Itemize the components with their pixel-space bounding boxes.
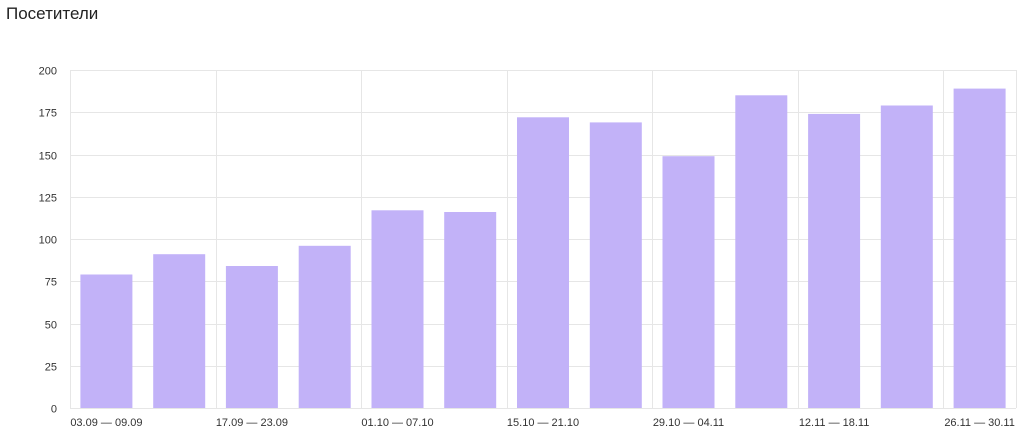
- y-tick-label: 50: [45, 320, 57, 332]
- bar[interactable]: [589, 122, 642, 409]
- y-tick-label: 0: [51, 404, 57, 416]
- bar[interactable]: [298, 245, 351, 408]
- x-tick-label: 01.10 — 07.10: [361, 417, 433, 429]
- bar[interactable]: [953, 88, 1006, 408]
- bar[interactable]: [153, 254, 206, 408]
- bar[interactable]: [662, 156, 715, 408]
- y-tick-label: 200: [39, 66, 57, 78]
- x-tick-label: 03.09 — 09.09: [70, 417, 142, 429]
- bar[interactable]: [371, 210, 424, 408]
- y-axis-ticks: 0 25 50 75 100 125 150 175 200: [39, 66, 57, 416]
- y-tick-label: 175: [39, 108, 57, 120]
- y-tick-label: 150: [39, 151, 57, 163]
- bar[interactable]: [80, 274, 133, 409]
- chart-title: Посетители: [6, 4, 99, 23]
- x-tick-label: 15.10 — 21.10: [507, 417, 579, 429]
- y-tick-label: 75: [45, 277, 57, 289]
- x-tick-label: 17.09 — 23.09: [216, 417, 288, 429]
- bars: [80, 88, 1006, 409]
- y-tick-label: 25: [45, 362, 57, 374]
- bar[interactable]: [808, 113, 861, 409]
- bar[interactable]: [517, 117, 569, 409]
- bar[interactable]: [444, 212, 497, 408]
- y-tick-label: 125: [39, 193, 57, 205]
- bar[interactable]: [225, 266, 278, 408]
- y-tick-label: 100: [39, 235, 57, 247]
- bar[interactable]: [880, 105, 933, 409]
- bar[interactable]: [735, 95, 788, 409]
- x-tick-label: 29.10 — 04.11: [653, 417, 724, 429]
- x-tick-label: 26.11 — 30.11: [944, 417, 1015, 429]
- x-tick-label: 12.11 — 18.11: [799, 417, 870, 429]
- x-axis-ticks: 03.09 — 09.09 17.09 — 23.09 01.10 — 07.10 1…: [70, 417, 1015, 429]
